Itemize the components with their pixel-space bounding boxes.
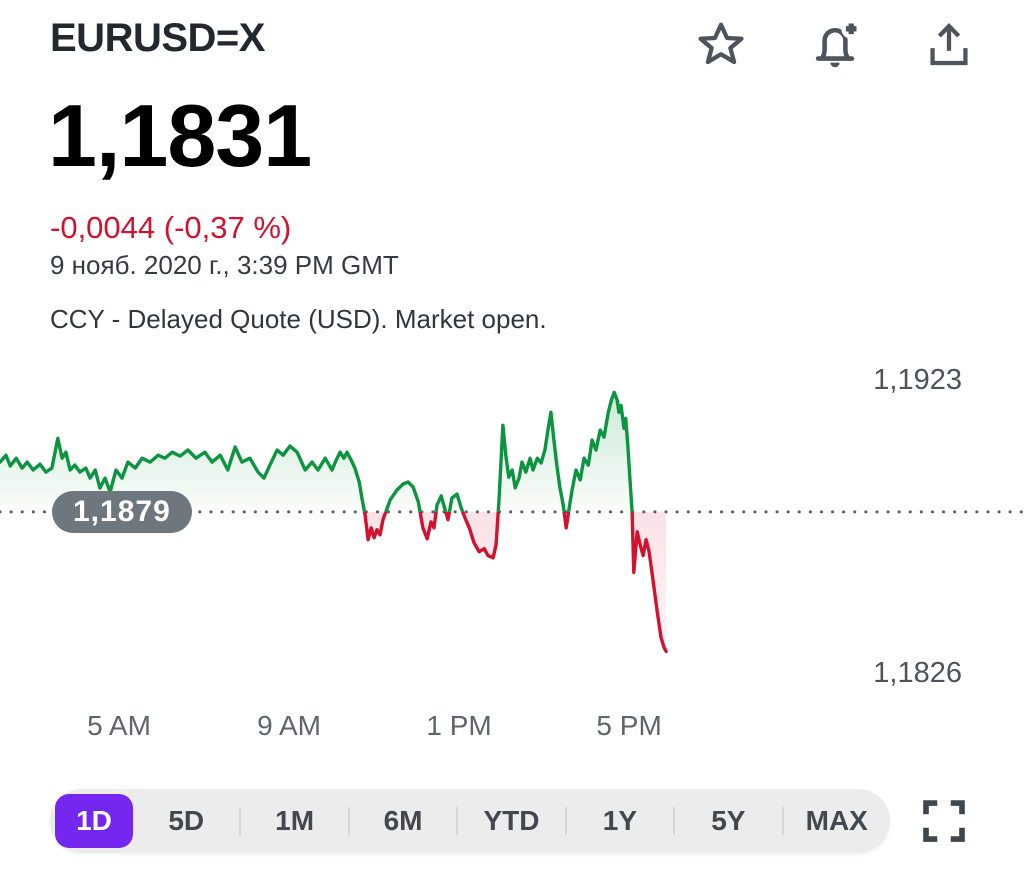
x-axis: 5 AM 9 AM 1 PM 5 PM	[0, 710, 1024, 746]
range-option-1d[interactable]: 1D	[55, 794, 133, 848]
range-divider	[564, 807, 567, 835]
previous-close-pill: 1,1879	[52, 490, 192, 533]
header-actions	[694, 16, 976, 74]
range-divider	[673, 807, 676, 835]
range-divider	[347, 807, 350, 835]
range-option-6m[interactable]: 6M	[350, 794, 456, 848]
x-axis-tick-label: 1 PM	[426, 710, 492, 741]
range-divider	[456, 807, 459, 835]
price-line-up	[0, 390, 634, 512]
x-axis-tick-label: 5 PM	[596, 710, 662, 741]
range-divider	[781, 807, 784, 835]
share-upload-icon	[922, 18, 976, 72]
range-option-5y[interactable]: 5Y	[675, 794, 781, 848]
y-axis-price-label: 1,1923	[873, 364, 962, 397]
quote-timestamp: 9 нояб. 2020 г., 3:39 PM GMT	[50, 250, 399, 280]
fullscreen-icon	[915, 799, 973, 851]
range-divider	[239, 807, 242, 835]
chart-area: 1,1879 1,1923 1,1826	[0, 355, 1024, 705]
range-option-5d[interactable]: 5D	[133, 794, 239, 848]
price-chart[interactable]	[0, 355, 1024, 705]
fullscreen-button[interactable]	[913, 793, 975, 851]
range-selector: 1D 5D 1M 6M YTD 1Y 5Y MAX	[50, 789, 890, 853]
range-option-max[interactable]: MAX	[784, 794, 890, 848]
range-option-1y[interactable]: 1Y	[567, 794, 673, 848]
range-option-ytd[interactable]: YTD	[458, 794, 564, 848]
favorite-button[interactable]	[694, 16, 748, 74]
x-axis-tick-label: 9 AM	[257, 710, 321, 741]
quote-meta: CCY - Delayed Quote (USD). Market open.	[50, 304, 547, 334]
x-axis-tick-label: 5 AM	[87, 710, 151, 741]
y-axis-price-label: 1,1826	[873, 656, 962, 689]
area-fill-up	[0, 392, 633, 512]
share-button[interactable]	[922, 16, 976, 74]
create-alert-button[interactable]	[806, 16, 864, 74]
current-price: 1,1831	[48, 86, 312, 185]
symbol-title: EURUSD=X	[50, 16, 265, 60]
range-option-1m[interactable]: 1M	[241, 794, 347, 848]
price-change: -0,0044 (-0,37 %)	[50, 210, 292, 245]
star-icon	[694, 18, 748, 72]
bell-add-icon	[806, 16, 864, 74]
